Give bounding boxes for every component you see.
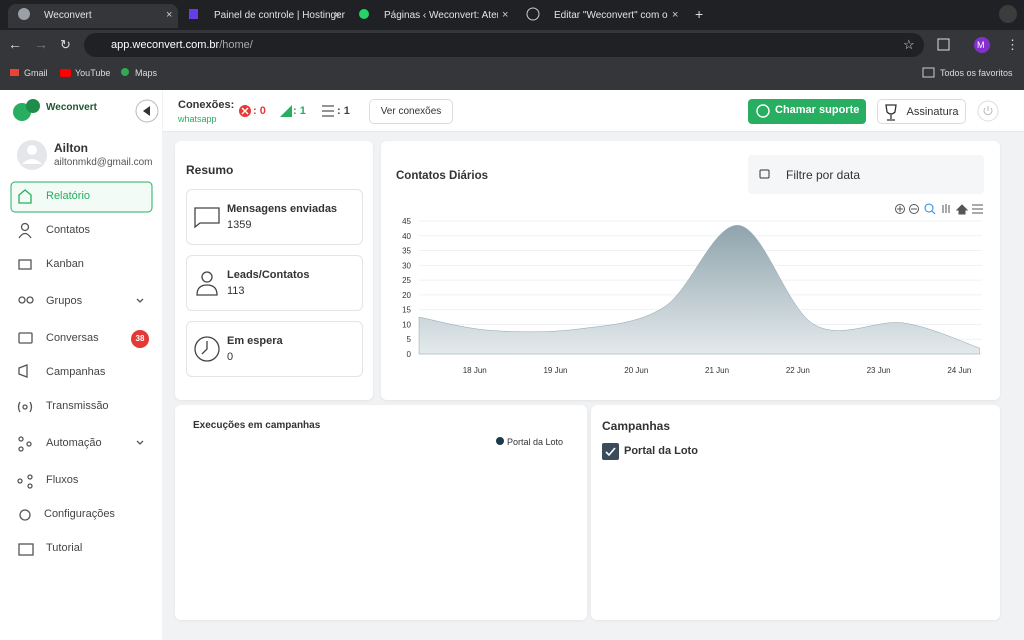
view-connections-button[interactable]: Ver conexões [369, 99, 453, 124]
svg-text:☆: ☆ [903, 37, 915, 52]
support-button[interactable]: Chamar suporte [775, 104, 859, 116]
menu-item[interactable]: Kanban [11, 250, 152, 280]
svg-text:←: ← [8, 36, 22, 52]
menu-item[interactable]: Relatório [11, 182, 152, 212]
area [419, 225, 980, 354]
stat-label: Em espera [227, 335, 283, 347]
badge: 38 [131, 334, 149, 343]
y-tick-label: 0 [407, 350, 412, 359]
menu-item[interactable]: Transmissão [11, 392, 152, 422]
user-email: ailtonmkd@gmail.com [54, 157, 153, 168]
header: Conexões: whatsapp : 0 : 1 : 1 Ver conex… [163, 90, 1024, 132]
y-tick-label: 40 [402, 232, 411, 241]
svg-text:+: + [695, 6, 703, 22]
legend-swatch [496, 437, 504, 445]
y-tick-label: 45 [402, 217, 411, 226]
menu-item[interactable]: Tutorial [11, 534, 152, 564]
chart-title: Contatos Diários [396, 170, 488, 182]
legend-label[interactable]: Portal da Loto [507, 437, 563, 447]
profile[interactable]: M [977, 40, 985, 50]
stat-value: 1359 [227, 219, 251, 231]
summary-title: Resumo [186, 163, 233, 177]
logo: Weconvert [46, 102, 97, 113]
x-tick-label: 22 Jun [786, 366, 810, 375]
svg-text:×: × [166, 9, 172, 21]
stat-value: 113 [227, 285, 245, 297]
menu-item[interactable]: Campanhas [11, 358, 152, 388]
y-tick-label: 10 [402, 320, 411, 329]
sidebar: Weconvert Ailton ailtonmkd@gmail.com Rel… [0, 90, 162, 640]
svg-text:⋮: ⋮ [1006, 37, 1019, 52]
campaigns-title: Campanhas [602, 419, 670, 433]
browser-chrome: Weconvert Painel de controle | Hostinger… [0, 0, 1024, 90]
stat-label: Mensagens enviadas [227, 203, 337, 215]
all-bookmarks[interactable]: Todos os favoritos [940, 68, 1013, 78]
y-tick-label: 25 [402, 276, 411, 285]
menu-item[interactable]: Fluxos [11, 466, 152, 496]
user-name: Ailton [54, 141, 88, 155]
disconnected-count: : 0 [253, 105, 266, 117]
menu-item[interactable]: Configurações [11, 500, 152, 530]
checkbox[interactable] [602, 443, 619, 460]
bookmark[interactable]: Gmail [24, 68, 48, 78]
y-tick-label: 15 [402, 306, 411, 315]
svg-text:↻: ↻ [60, 37, 71, 52]
area-chart: Contatos Diários 0 5 10 15 20 25 30 35 40 45 18 Ju… [381, 141, 1000, 400]
x-tick-label: 21 Jun [705, 366, 729, 375]
url[interactable]: app.weconvert.com.br/home/ [111, 39, 253, 51]
menu-item[interactable]: Grupos [11, 287, 152, 317]
y-tick-label: 20 [402, 291, 411, 300]
menu-item[interactable]: Contatos [11, 216, 152, 246]
stat-label: Leads/Contatos [227, 269, 310, 281]
y-tick-label: 30 [402, 261, 411, 270]
subscription-button[interactable]: Assinatura [877, 99, 966, 124]
bookmark[interactable]: Maps [135, 68, 157, 78]
svg-text:×: × [502, 9, 508, 21]
queued-count: : 1 [337, 105, 350, 117]
x-tick-label: 18 Jun [463, 366, 487, 375]
bookmark[interactable]: YouTube [75, 68, 110, 78]
x-tick-label: 20 Jun [624, 366, 648, 375]
x-tick-label: 19 Jun [543, 366, 567, 375]
stat-icons [186, 189, 226, 379]
stat-value: 0 [227, 351, 233, 363]
menu-item[interactable]: Automação [11, 429, 152, 459]
campaign-item[interactable]: Portal da Loto [624, 445, 698, 457]
campaigns-card [591, 405, 1000, 620]
y-tick-label: 35 [402, 247, 411, 256]
svg-text:→: → [34, 36, 48, 52]
connected-count: : 1 [293, 105, 306, 117]
svg-text:×: × [672, 9, 678, 21]
svg-text:×: × [334, 9, 340, 21]
url-path: /home/ [219, 39, 253, 51]
x-tick-label: 23 Jun [867, 366, 891, 375]
x-tick-label: 24 Jun [947, 366, 971, 375]
y-tick-label: 5 [407, 335, 412, 344]
url-host: app.weconvert.com.br [111, 39, 219, 51]
executions-title: Execuções em campanhas [193, 420, 320, 431]
chart-toolbar[interactable] [896, 204, 984, 214]
